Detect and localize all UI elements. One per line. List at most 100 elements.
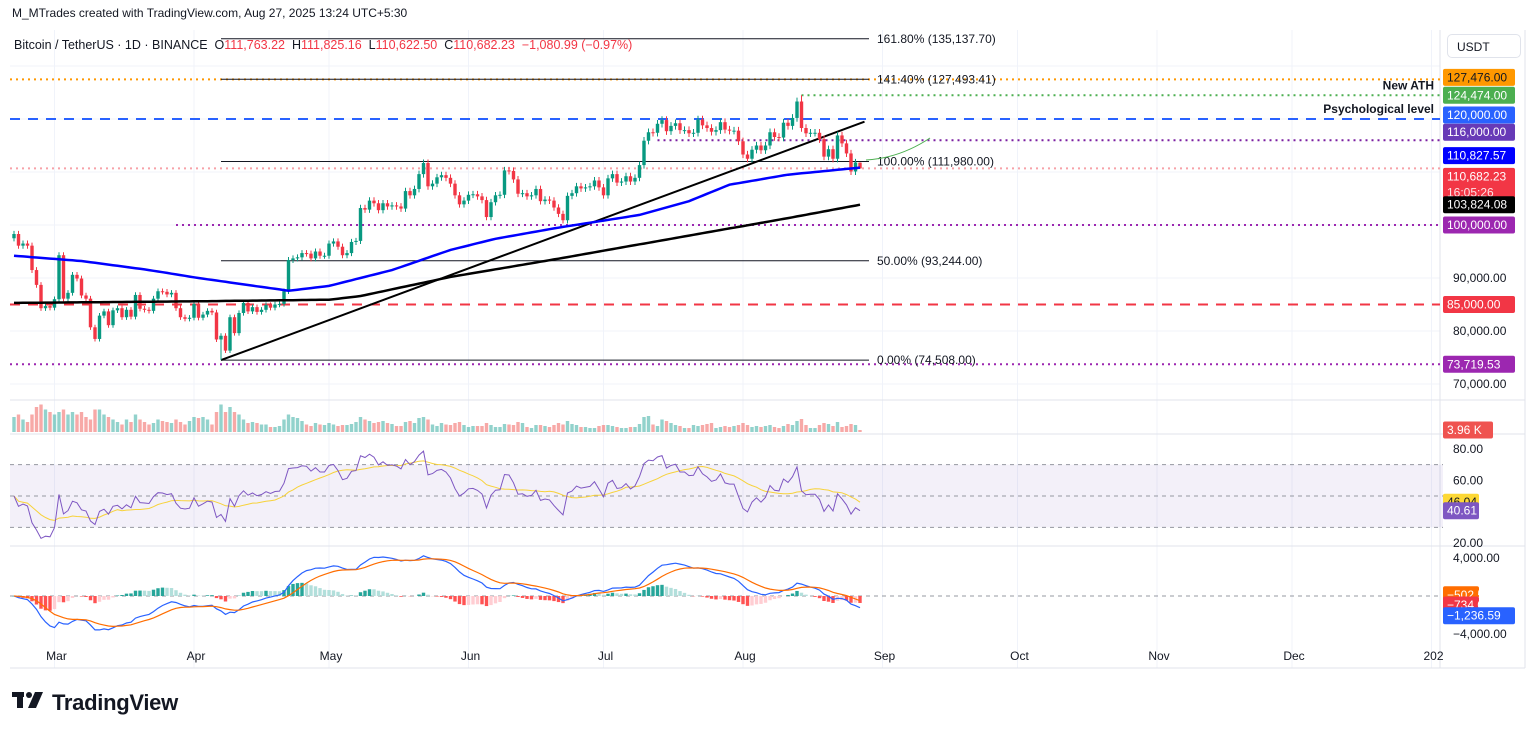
candle-body bbox=[228, 317, 232, 351]
candle-body bbox=[291, 258, 295, 260]
volume-bar bbox=[439, 423, 444, 432]
macd-histogram-bar bbox=[736, 596, 741, 602]
candle-body bbox=[642, 140, 646, 166]
candle-body bbox=[264, 305, 268, 310]
volume-bar bbox=[651, 424, 655, 432]
candle bbox=[507, 166, 511, 175]
volume-bar bbox=[313, 423, 318, 432]
volume-bar bbox=[462, 425, 466, 432]
macd-histogram-bar bbox=[120, 595, 124, 596]
macd-histogram-bar bbox=[642, 589, 646, 596]
grid bbox=[10, 30, 1526, 669]
tradingview-logo[interactable]: TradingView bbox=[12, 690, 178, 716]
candle bbox=[363, 204, 367, 213]
candle bbox=[750, 146, 754, 163]
candle bbox=[372, 197, 376, 207]
macd-histogram-bar bbox=[822, 596, 826, 601]
candle bbox=[408, 187, 412, 199]
volume-bar bbox=[561, 424, 565, 432]
candle-body bbox=[624, 176, 628, 182]
candle-body bbox=[268, 305, 273, 308]
volume-bar bbox=[277, 426, 282, 432]
candle bbox=[741, 137, 745, 159]
volume-bar bbox=[507, 424, 511, 432]
time-axis-label: Oct bbox=[1010, 649, 1029, 663]
volume-bar bbox=[43, 409, 48, 432]
volume-bar bbox=[849, 424, 853, 432]
candle-body bbox=[835, 135, 840, 159]
candle bbox=[565, 192, 570, 224]
macd-histogram-bar bbox=[601, 594, 606, 596]
candle-body bbox=[219, 335, 223, 340]
candle bbox=[403, 187, 408, 212]
price-tag: 85,000.00 bbox=[1443, 296, 1515, 313]
macd-histogram-bar bbox=[516, 596, 520, 597]
candle-body bbox=[313, 251, 318, 259]
macd-histogram-bar bbox=[561, 596, 565, 604]
price-tag-text: 110,682.23 bbox=[1447, 169, 1506, 183]
volume-bar bbox=[178, 422, 183, 432]
volume-bar bbox=[97, 409, 102, 432]
candle-body bbox=[331, 241, 336, 244]
candle bbox=[93, 324, 97, 342]
candle-body bbox=[570, 193, 574, 196]
candle-body bbox=[151, 298, 156, 311]
candle-body bbox=[79, 278, 84, 296]
volume-bar bbox=[160, 421, 165, 432]
price-tag-text: 127,476.00 bbox=[1447, 70, 1507, 84]
candle-body bbox=[817, 132, 822, 140]
volume-bar bbox=[403, 422, 408, 432]
candle bbox=[489, 198, 493, 221]
volume-bar bbox=[12, 417, 16, 432]
volume-bar bbox=[502, 424, 507, 432]
candle-body bbox=[255, 307, 259, 312]
candle bbox=[664, 116, 669, 135]
candle bbox=[484, 196, 489, 221]
candle-body bbox=[187, 317, 192, 319]
candle bbox=[399, 203, 403, 212]
candle-body bbox=[718, 122, 723, 131]
candle-body bbox=[682, 130, 687, 132]
currency-button[interactable]: USDT bbox=[1447, 34, 1521, 58]
volume-bar bbox=[583, 427, 588, 432]
macd-histogram-bar bbox=[255, 591, 259, 596]
candle bbox=[808, 129, 813, 138]
volume-bar bbox=[489, 425, 493, 432]
macd-histogram-bar bbox=[300, 582, 304, 596]
macd-histogram-bar bbox=[426, 594, 430, 596]
macd-histogram-bar bbox=[664, 586, 669, 596]
macd-histogram-bar bbox=[372, 589, 376, 596]
volume-bar bbox=[367, 421, 372, 432]
candle-body bbox=[376, 203, 381, 211]
macd-histogram-bar bbox=[651, 586, 655, 596]
candle-body bbox=[628, 176, 633, 182]
fib-label: 100.00% (111,980.00) bbox=[877, 155, 994, 169]
candle-body bbox=[273, 304, 277, 308]
candle-body bbox=[714, 130, 718, 132]
volume-bar bbox=[592, 428, 597, 432]
macd-histogram-bar bbox=[610, 592, 615, 596]
candle bbox=[835, 131, 840, 163]
candle-body bbox=[547, 199, 552, 201]
candle bbox=[318, 248, 322, 259]
macd-histogram-bar bbox=[534, 596, 538, 599]
volume-bar bbox=[804, 425, 808, 432]
candle-body bbox=[484, 200, 489, 218]
candle bbox=[691, 129, 696, 138]
symbol-legend[interactable]: Bitcoin / TetherUS · 1D · BINANCE O111,7… bbox=[14, 38, 632, 52]
candle bbox=[849, 149, 853, 175]
candle-body bbox=[178, 308, 183, 318]
candle bbox=[529, 191, 534, 200]
macd-histogram-bar bbox=[723, 596, 727, 600]
macd-histogram-bar bbox=[475, 596, 480, 605]
volume-bar bbox=[196, 418, 201, 432]
macd-histogram-bar bbox=[480, 596, 484, 605]
candle-body bbox=[790, 117, 795, 126]
volume-bar bbox=[138, 419, 142, 432]
candle-body bbox=[34, 270, 39, 285]
candle-body bbox=[754, 145, 759, 150]
macd-histogram-bar bbox=[264, 590, 268, 596]
volume-bar bbox=[759, 427, 763, 432]
candle bbox=[201, 311, 205, 321]
